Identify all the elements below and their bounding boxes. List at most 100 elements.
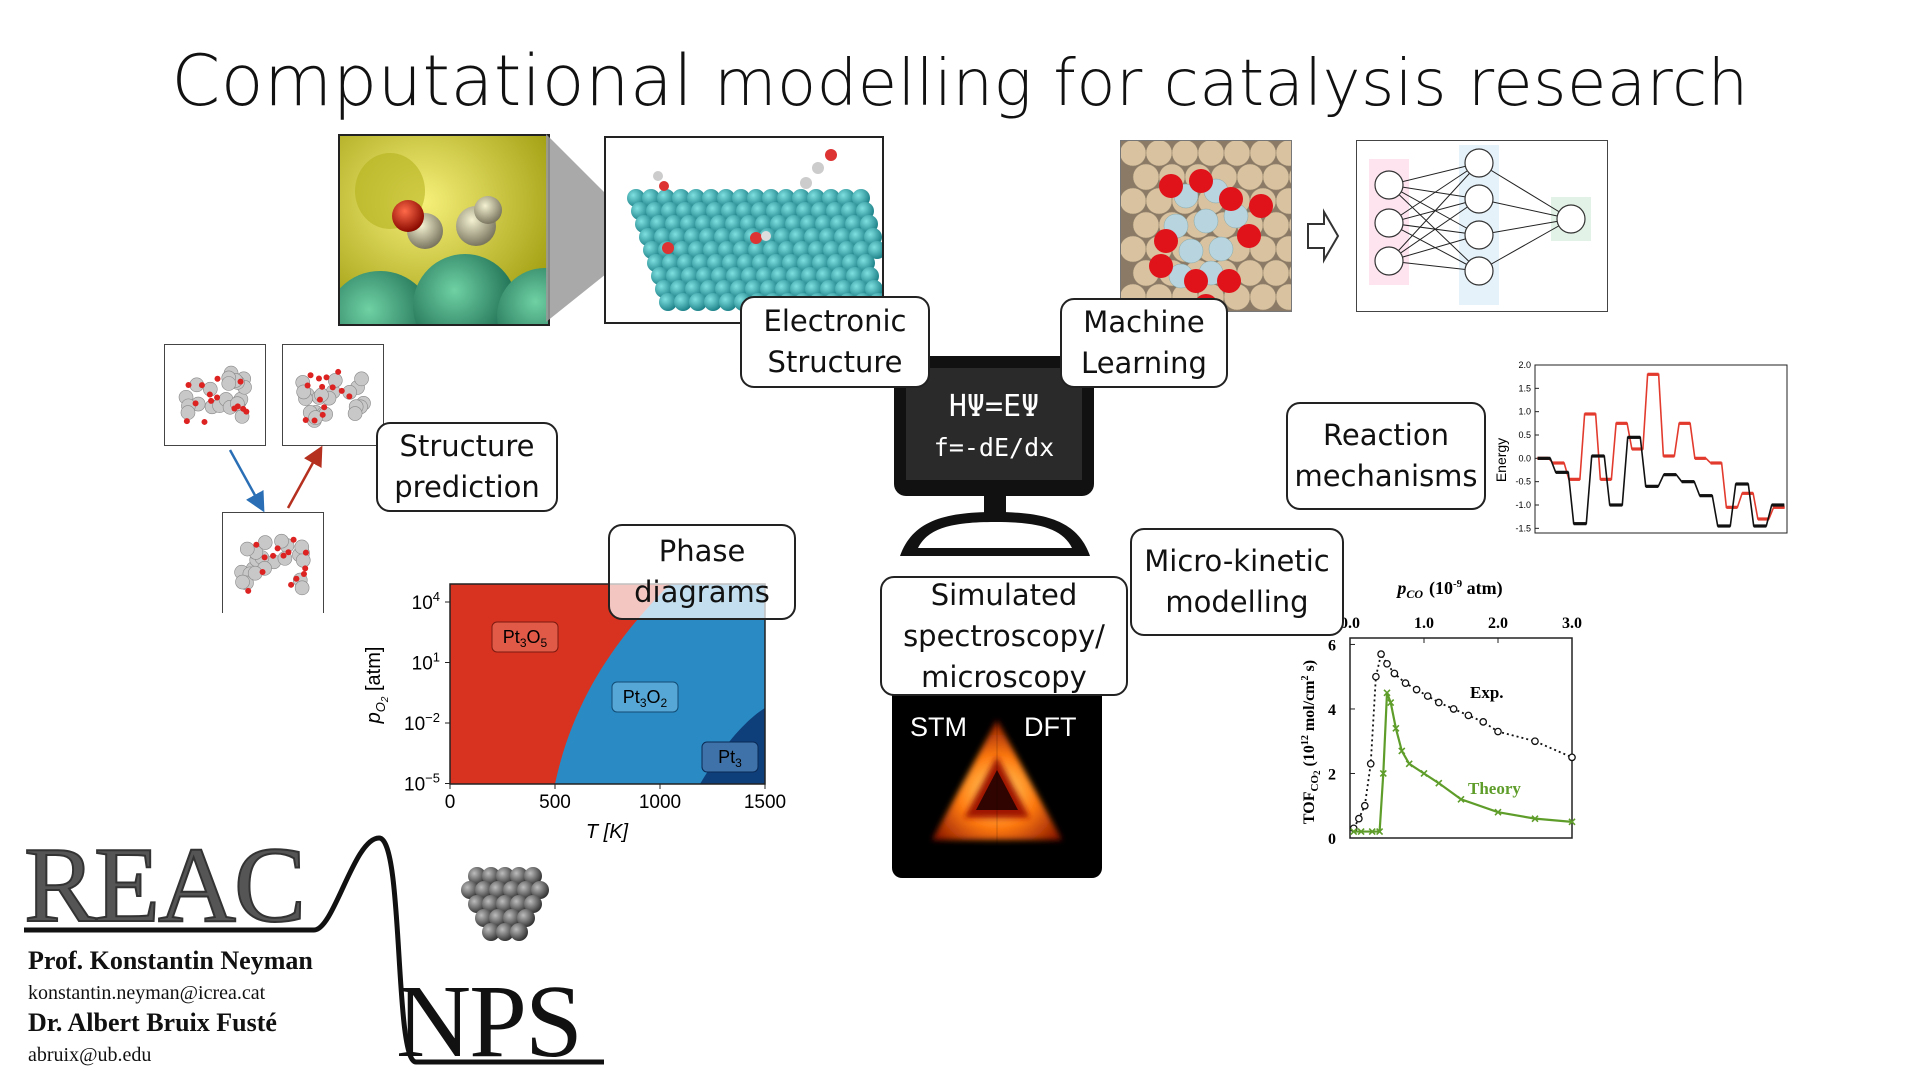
tof-theory-point bbox=[1392, 724, 1400, 732]
callout-line: diagrams bbox=[634, 575, 770, 609]
neural-network-image bbox=[1356, 140, 1608, 312]
tof-theory-point bbox=[1420, 769, 1428, 778]
callout-line: Structure bbox=[767, 345, 903, 379]
nanoparticle-icon bbox=[461, 867, 549, 941]
tof-exp-label: Exp. bbox=[1470, 683, 1504, 702]
title-part1: Computational bbox=[171, 40, 694, 122]
force-equation: f=-dE/dx bbox=[934, 433, 1054, 462]
tof-exp-point bbox=[1383, 659, 1391, 668]
tof-chart: pCO (10-9 atm) 0.0 1.0 2.0 3.0 6 4 2 0 TOFCO2 (1… bbox=[1300, 578, 1582, 848]
tof-ytick: 2 bbox=[1328, 766, 1336, 783]
callout-line: Micro-kinetic bbox=[1144, 544, 1330, 578]
tof-theory-line bbox=[1353, 692, 1573, 833]
tof-exp-point bbox=[1434, 698, 1443, 707]
energy-ytick: -1.5 bbox=[1515, 523, 1531, 533]
phase-xtick: 1500 bbox=[744, 792, 786, 813]
tof-exp-point bbox=[1464, 711, 1473, 720]
energy-ytick: 0.5 bbox=[1518, 430, 1531, 440]
tof-theory-point bbox=[1387, 698, 1395, 707]
tof-theory-point bbox=[1398, 747, 1406, 755]
callout-line: Simulated bbox=[930, 577, 1078, 612]
svg-text:Pt3O2: Pt3O2 bbox=[623, 687, 668, 710]
phase-xtick: 500 bbox=[539, 792, 571, 813]
energy-ytick: 1.5 bbox=[1518, 383, 1531, 393]
callout-line: Phase bbox=[658, 534, 746, 568]
tof-exp-point bbox=[1568, 753, 1576, 762]
tof-xtick: 2.0 bbox=[1488, 615, 1508, 632]
tof-theory-point bbox=[1376, 827, 1384, 836]
phase-ylabel: pO2 [atm] bbox=[363, 647, 391, 725]
energy-ytick: 1.0 bbox=[1518, 407, 1531, 417]
tof-exp-point bbox=[1479, 718, 1488, 726]
callout-spectroscopy: Simulated spectroscopy/ microscopy bbox=[880, 576, 1128, 696]
tof-exp-point bbox=[1390, 669, 1399, 678]
tof-theory-point bbox=[1383, 689, 1391, 697]
phase-xtick: 0 bbox=[445, 792, 456, 813]
tof-exp-point bbox=[1366, 759, 1375, 768]
callout-line: modelling bbox=[1165, 585, 1309, 619]
tof-ytick: 4 bbox=[1328, 702, 1336, 719]
dft-label: DFT bbox=[1024, 712, 1076, 742]
energy-profile-chart: 2.0 1.5 1.0 0.5 0.0 -0.5 -1.0 -1.5 Energy bbox=[1493, 360, 1788, 534]
energy-ytick: 0.0 bbox=[1518, 453, 1531, 463]
callout-line: microscopy bbox=[921, 659, 1087, 694]
phase-label-pt3o2: Pt3O2 bbox=[611, 681, 679, 713]
tof-xtick: 3.0 bbox=[1562, 615, 1582, 632]
callout-reaction-mechanisms: Reaction mechanisms bbox=[1286, 402, 1486, 510]
stm-dft-image: STM DFT bbox=[892, 686, 1102, 878]
callout-line: Machine bbox=[1083, 305, 1205, 339]
contact-email-1: konstantin.neyman@icrea.cat bbox=[28, 982, 266, 1004]
tof-theory-point bbox=[1379, 769, 1387, 778]
phase-label-pt3: Pt3 bbox=[701, 741, 759, 773]
schrodinger-equation: HΨ=EΨ bbox=[949, 389, 1039, 424]
callout-micro-kinetic: Micro-kinetic modelling bbox=[1130, 528, 1344, 636]
phase-ytick: 104 bbox=[412, 589, 440, 614]
energy-ylabel: Energy bbox=[1493, 438, 1509, 482]
energy-ytick: 2.0 bbox=[1518, 360, 1531, 370]
tof-theory-point bbox=[1457, 795, 1465, 803]
callout-structure-prediction: Structure prediction bbox=[376, 422, 558, 512]
svg-text:Pt3: Pt3 bbox=[718, 747, 742, 770]
tof-xtick: 1.0 bbox=[1414, 615, 1434, 632]
cluster-structure-3 bbox=[222, 512, 324, 613]
tof-theory-point bbox=[1435, 779, 1443, 787]
callout-line: spectroscopy/ bbox=[903, 618, 1105, 653]
title-part2: modelling for catalysis research bbox=[693, 47, 1749, 121]
callout-phase-diagrams: Phase diagrams bbox=[608, 524, 796, 620]
logo-curve bbox=[24, 835, 604, 1065]
tof-theory-point bbox=[1350, 827, 1358, 836]
stm-label: STM bbox=[910, 712, 967, 742]
callout-line: mechanisms bbox=[1294, 459, 1478, 493]
tof-exp-point bbox=[1372, 672, 1380, 681]
co-adsorption-density-image bbox=[338, 134, 550, 326]
energy-ytick: -1.0 bbox=[1515, 500, 1531, 510]
callout-line: Learning bbox=[1081, 346, 1207, 380]
logo-nps: NPS bbox=[396, 964, 583, 1079]
tof-theory-point bbox=[1568, 818, 1576, 826]
contact-email-2: abruix@ub.edu bbox=[28, 1044, 152, 1066]
structure-arrows bbox=[228, 446, 323, 513]
tof-theory-label: Theory bbox=[1468, 779, 1521, 798]
page-title: Computational modelling for catalysis re… bbox=[0, 40, 1920, 122]
phase-xlabel: T [K] bbox=[586, 821, 629, 843]
tof-xtick: 0.0 bbox=[1340, 615, 1360, 632]
tof-theory-point bbox=[1357, 827, 1365, 836]
tof-exp-point bbox=[1531, 737, 1539, 746]
zoom-connector bbox=[546, 134, 606, 322]
tof-exp-point bbox=[1412, 685, 1421, 694]
contact-name-1: Prof. Konstantin Neyman bbox=[28, 946, 313, 975]
arrow-right-icon bbox=[1307, 208, 1340, 264]
cluster-structure-1 bbox=[164, 344, 266, 446]
tof-theory-point bbox=[1494, 808, 1502, 816]
tof-theory-point bbox=[1531, 815, 1539, 823]
tof-theory-point bbox=[1405, 760, 1413, 768]
computer-icon: HΨ=EΨ f=-dE/dx bbox=[894, 356, 1094, 556]
tof-exp-point bbox=[1423, 692, 1432, 700]
tof-ytick: 0 bbox=[1328, 831, 1336, 848]
logo-reac: REAC bbox=[23, 826, 307, 945]
energy-ytick: -0.5 bbox=[1515, 477, 1531, 487]
tof-exp-point bbox=[1401, 679, 1410, 688]
svg-text:Pt3O5: Pt3O5 bbox=[503, 627, 548, 650]
contact-name-2: Dr. Albert Bruix Fusté bbox=[28, 1008, 277, 1037]
surface-adsorbate-image bbox=[1120, 140, 1292, 312]
